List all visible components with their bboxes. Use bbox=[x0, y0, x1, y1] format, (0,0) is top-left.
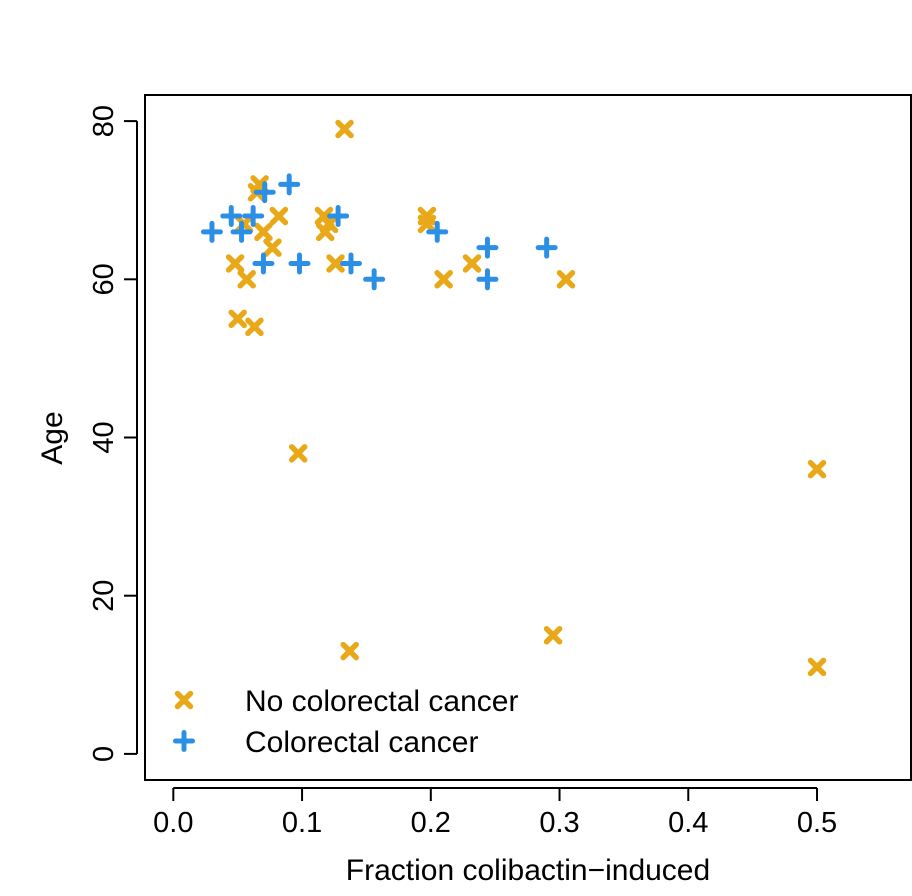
x-axis-title: Fraction colibactin−induced bbox=[346, 854, 710, 887]
x-tick-label: 0.4 bbox=[668, 807, 708, 839]
legend-plus-marker-icon bbox=[173, 730, 195, 752]
no-colorectal-cancer-point bbox=[228, 309, 247, 329]
x-tick-label: 0.1 bbox=[282, 807, 322, 839]
colorectal-cancer-point bbox=[535, 236, 558, 259]
no-colorectal-cancer-point bbox=[417, 214, 437, 234]
colorectal-cancer-point bbox=[220, 205, 243, 228]
colorectal-cancer-point bbox=[327, 205, 350, 228]
colorectal-cancer-point bbox=[339, 252, 362, 275]
no-colorectal-cancer-point bbox=[556, 270, 576, 289]
no-colorectal-cancer-point bbox=[225, 254, 245, 273]
y-tick-label: 20 bbox=[88, 580, 120, 612]
y-tick-label: 80 bbox=[88, 105, 120, 137]
plot-area-frame bbox=[144, 94, 912, 781]
colorectal-cancer-point bbox=[476, 236, 499, 259]
y-axis: 0 20 40 60 80 bbox=[88, 105, 138, 762]
colorectal-cancer-point bbox=[200, 220, 223, 243]
no-colorectal-cancer-point bbox=[462, 254, 482, 273]
no-colorectal-cancer-point bbox=[434, 270, 453, 289]
no-colorectal-cancer-point bbox=[263, 238, 282, 257]
no-colorectal-cancer-point bbox=[807, 459, 827, 479]
y-tick-label: 60 bbox=[88, 263, 120, 295]
x-tick-label: 0.2 bbox=[411, 807, 451, 839]
legend: No colorectal cancer Colorectal cancer bbox=[173, 685, 518, 759]
legend-label-no-colorectal-cancer: No colorectal cancer bbox=[245, 685, 518, 718]
no-colorectal-cancer-point bbox=[326, 254, 345, 273]
no-colorectal-cancer-point bbox=[269, 206, 289, 226]
no-colorectal-cancer-point bbox=[319, 214, 339, 234]
no-colorectal-cancer-point bbox=[245, 317, 264, 337]
colorectal-cancer-point bbox=[426, 220, 449, 243]
colorectal-cancer-point bbox=[288, 252, 311, 275]
legend-x-marker-icon bbox=[174, 690, 194, 710]
x-tick-label: 0.3 bbox=[539, 807, 579, 839]
legend-marker-no-colorectal-cancer bbox=[174, 690, 194, 710]
no-colorectal-cancer-point bbox=[254, 222, 273, 242]
no-colorectal-cancer-point bbox=[288, 444, 308, 463]
colorectal-cancer-point bbox=[278, 173, 301, 196]
legend-marker-colorectal-cancer bbox=[173, 730, 195, 752]
no-colorectal-cancer-point bbox=[807, 657, 827, 677]
y-tick-label: 0 bbox=[88, 746, 120, 762]
colorectal-cancer-point bbox=[363, 268, 386, 291]
colorectal-cancer-point bbox=[242, 205, 265, 228]
x-tick-label: 0.5 bbox=[797, 807, 837, 839]
colorectal-cancer-point bbox=[252, 252, 275, 275]
legend-label-colorectal-cancer: Colorectal cancer bbox=[245, 726, 478, 759]
data-points bbox=[200, 119, 827, 677]
x-axis: 0.0 0.1 0.2 0.3 0.4 0.5 bbox=[153, 787, 837, 839]
no-colorectal-cancer-point bbox=[335, 119, 354, 139]
y-axis-title: Age bbox=[36, 411, 69, 464]
no-colorectal-cancer-point bbox=[543, 625, 563, 645]
no-colorectal-cancer-point bbox=[340, 641, 359, 661]
colorectal-cancer-point bbox=[230, 220, 253, 243]
colorectal-cancer-point bbox=[476, 268, 499, 291]
no-colorectal-cancer-point bbox=[237, 270, 256, 289]
x-tick-label: 0.0 bbox=[153, 807, 193, 839]
y-tick-label: 40 bbox=[88, 421, 120, 453]
colorectal-cancer-point bbox=[253, 181, 276, 204]
